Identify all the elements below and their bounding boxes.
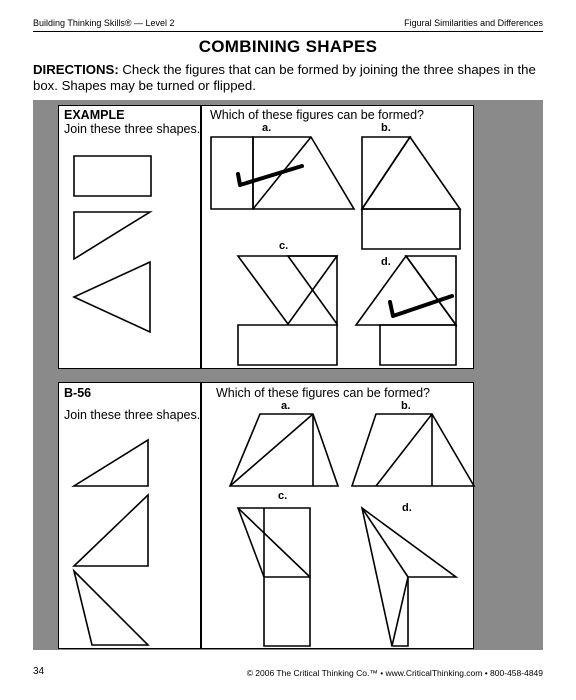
example-figure-b[interactable] xyxy=(362,137,460,249)
problem-figure-a[interactable] xyxy=(230,414,338,486)
example-rectangle-shape xyxy=(74,156,151,196)
example-figure-d[interactable] xyxy=(356,256,456,365)
problem-option-c[interactable]: c. xyxy=(278,490,288,502)
problem-large-triangle-shape xyxy=(74,571,148,645)
problem-option-d[interactable]: d. xyxy=(402,502,412,514)
directions-text: Check the figures that can be formed by … xyxy=(33,62,536,93)
page-number: 34 xyxy=(33,666,45,677)
directions-label: DIRECTIONS: xyxy=(33,62,119,77)
example-instruction: Join these three shapes. xyxy=(64,122,201,136)
example-option-a[interactable]: a. xyxy=(262,122,272,134)
header-left: Building Thinking Skills® — Level 2 xyxy=(33,18,175,28)
footer-copyright: © 2006 The Critical Thinking Co.™ • www.… xyxy=(246,668,543,678)
problem-small-triangle-shape xyxy=(74,440,148,486)
directions: DIRECTIONS: Check the figures that can b… xyxy=(33,62,545,94)
problem-question: Which of these figures can be formed? xyxy=(216,386,431,400)
problem-option-b[interactable]: b. xyxy=(401,400,411,412)
problem-figure-d[interactable] xyxy=(362,508,456,646)
example-question: Which of these figures can be formed? xyxy=(210,108,425,122)
example-label: EXAMPLE xyxy=(64,108,125,122)
problem-label: B-56 xyxy=(64,386,92,400)
check-mark-icon xyxy=(390,296,452,316)
example-figure-c[interactable] xyxy=(238,256,337,365)
example-small-triangle-shape xyxy=(74,212,150,259)
problem-medium-triangle-shape xyxy=(74,495,148,566)
check-mark-icon xyxy=(238,166,302,185)
problem-instruction: Join these three shapes. xyxy=(64,408,201,422)
problem-figure-b[interactable] xyxy=(352,414,474,486)
example-option-c[interactable]: c. xyxy=(279,240,289,252)
example-option-b[interactable]: b. xyxy=(381,122,391,134)
problem-figure-c[interactable] xyxy=(238,508,310,646)
header-rule xyxy=(33,31,543,32)
example-shapes-panel xyxy=(58,105,201,369)
page-title: COMBINING SHAPES xyxy=(198,37,378,56)
problem-option-a[interactable]: a. xyxy=(281,400,291,412)
example-large-triangle-shape xyxy=(74,262,150,332)
header-right: Figural Similarities and Differences xyxy=(404,18,543,28)
example-option-d[interactable]: d. xyxy=(381,256,391,268)
